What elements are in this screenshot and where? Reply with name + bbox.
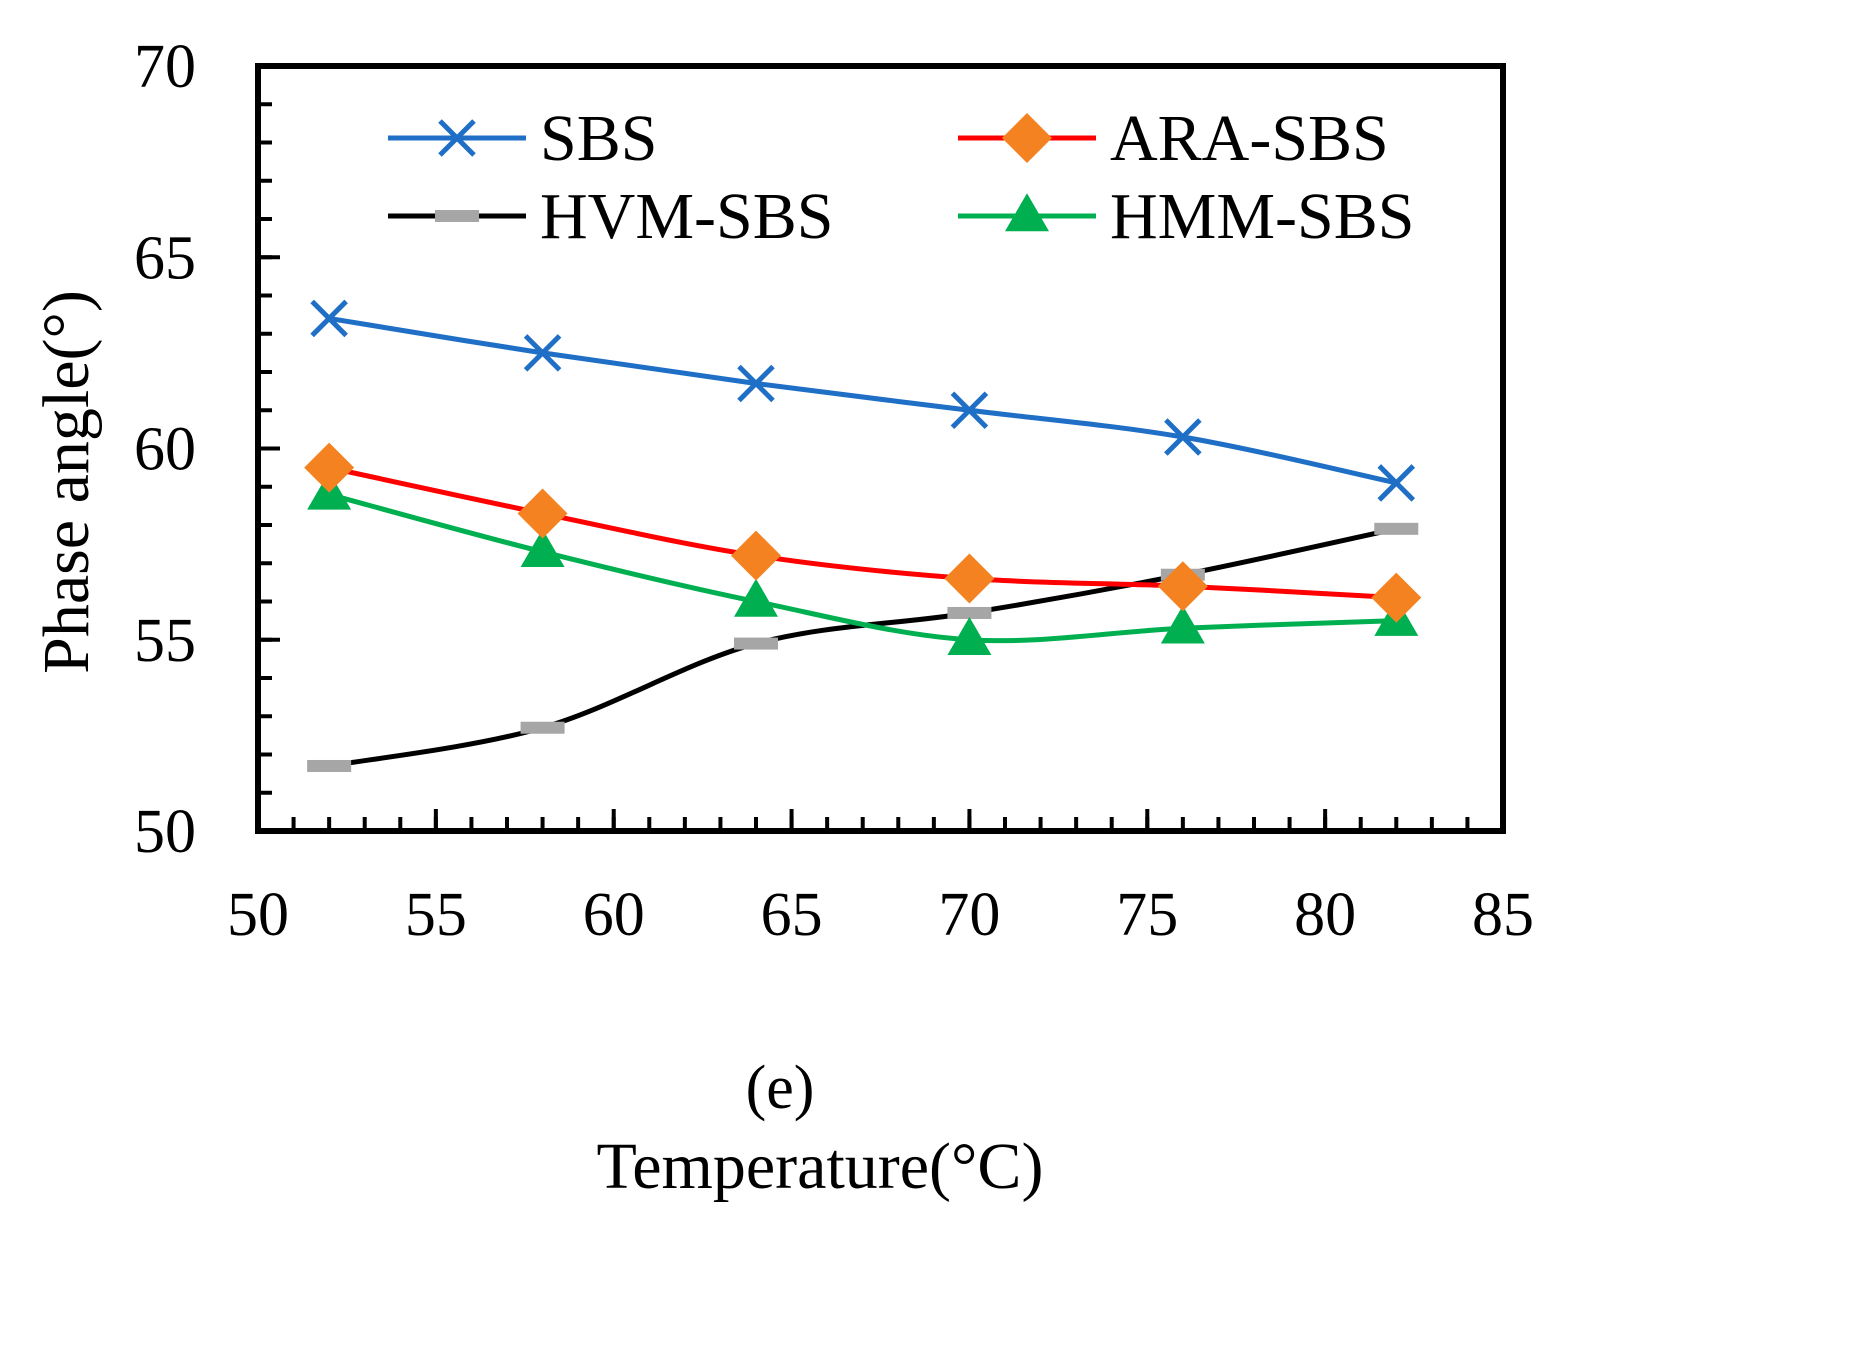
data-point-ara-sbs <box>1371 572 1422 623</box>
x-tick-label: 50 <box>227 881 289 949</box>
x-tick-label: 80 <box>1294 881 1356 949</box>
data-point-hmm-sbs <box>520 528 565 567</box>
data-point-ara-sbs <box>731 530 781 581</box>
series-line-sbs <box>326 315 1399 486</box>
panel-label: (e) <box>746 1054 815 1122</box>
x-tick-label: 60 <box>583 881 645 949</box>
legend-item-ara-sbs: ARA-SBS <box>958 102 1389 175</box>
data-point-hvm-sbs <box>734 637 778 650</box>
x-tick-label: 70 <box>938 881 1000 949</box>
legend-item-hvm-sbs: HVM-SBS <box>388 180 833 253</box>
x-tick-label: 85 <box>1472 881 1534 949</box>
series-line-ara-sbs <box>326 465 1399 601</box>
data-point-hvm-sbs <box>1374 522 1419 535</box>
legend-label: SBS <box>540 102 657 175</box>
data-point-ara-sbs <box>1157 561 1208 612</box>
data-point-sbs <box>1164 418 1202 456</box>
data-point-hvm-sbs <box>307 759 352 772</box>
legend-marker <box>1002 113 1052 163</box>
legend-marker <box>435 210 479 222</box>
y-tick-label: 65 <box>134 224 196 292</box>
data-point-hmm-sbs <box>947 616 992 655</box>
legend-label: ARA-SBS <box>1110 102 1389 175</box>
data-point-ara-sbs <box>944 553 995 604</box>
y-tick-label: 60 <box>134 416 196 484</box>
x-tick-label: 75 <box>1116 881 1178 949</box>
legend-item-hmm-sbs: HMM-SBS <box>958 180 1414 253</box>
data-point-sbs <box>737 364 775 403</box>
data-point-hvm-sbs <box>947 606 992 619</box>
data-point-ara-sbs <box>304 442 355 493</box>
data-point-hvm-sbs <box>520 721 565 734</box>
data-point-sbs <box>310 299 348 338</box>
x-axis-title: Temperature(°C) <box>597 1130 1044 1203</box>
data-point-sbs <box>523 334 562 372</box>
legend-marker <box>1005 193 1049 232</box>
x-tick-label: 65 <box>761 881 823 949</box>
y-axis-title: Phase angle(°) <box>30 290 103 674</box>
series-line-hmm-sbs <box>326 491 1399 644</box>
x-tick-label: 55 <box>405 881 467 949</box>
legend-item-sbs: SBS <box>388 102 657 175</box>
legend-label: HVM-SBS <box>540 180 833 253</box>
series-line-hvm-sbs <box>326 526 1399 769</box>
data-point-sbs <box>950 391 989 430</box>
data-point-hmm-sbs <box>1160 605 1205 644</box>
data-point-ara-sbs <box>517 488 568 539</box>
legend-label: HMM-SBS <box>1110 180 1414 253</box>
data-point-sbs <box>1377 464 1416 502</box>
legend-marker <box>438 119 476 157</box>
y-tick-label: 70 <box>134 33 196 101</box>
data-point-hmm-sbs <box>734 578 778 617</box>
y-tick-label: 55 <box>134 607 196 675</box>
y-tick-label: 50 <box>134 798 196 866</box>
